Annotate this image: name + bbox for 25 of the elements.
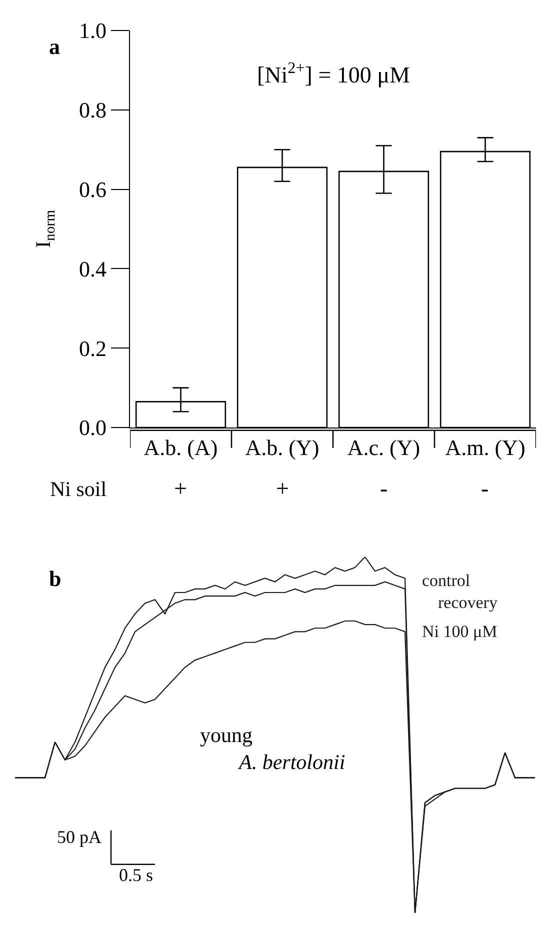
annotation: [Ni$^{2+}$] = 100 μM (257, 60, 410, 88)
chart-title: b (49, 566, 62, 591)
chart-title: a (49, 34, 60, 59)
annotation: young (200, 723, 253, 747)
x-tick-label: A.b. (Y) (245, 435, 320, 460)
annotation: 50 pA (57, 827, 102, 847)
text: - (481, 476, 489, 501)
x-tick-label: A.c. (Y) (347, 435, 420, 460)
y-tick-label: 1.0 (78, 18, 106, 44)
series-label: Ni 100 μM (422, 622, 498, 641)
x-tick-label: A.b. (A) (144, 435, 218, 460)
x-tick-label: A.m. (Y) (445, 435, 526, 460)
x-axis-title: Ni soil (50, 477, 107, 501)
series-label: control (422, 571, 470, 590)
text: + (174, 476, 187, 501)
annotation: 0.5 s (119, 865, 154, 885)
y-tick-label: 0.8 (78, 98, 106, 123)
text: - (380, 476, 388, 501)
y-tick-label: 0.4 (78, 256, 106, 282)
series-label: recovery (438, 593, 498, 612)
y-tick-label: 0.2 (78, 336, 106, 361)
y-tick-label: 0.6 (78, 176, 106, 202)
y-tick-label: 0.0 (78, 415, 106, 440)
annotation: A. bertolonii (237, 750, 346, 774)
text: + (276, 476, 289, 501)
